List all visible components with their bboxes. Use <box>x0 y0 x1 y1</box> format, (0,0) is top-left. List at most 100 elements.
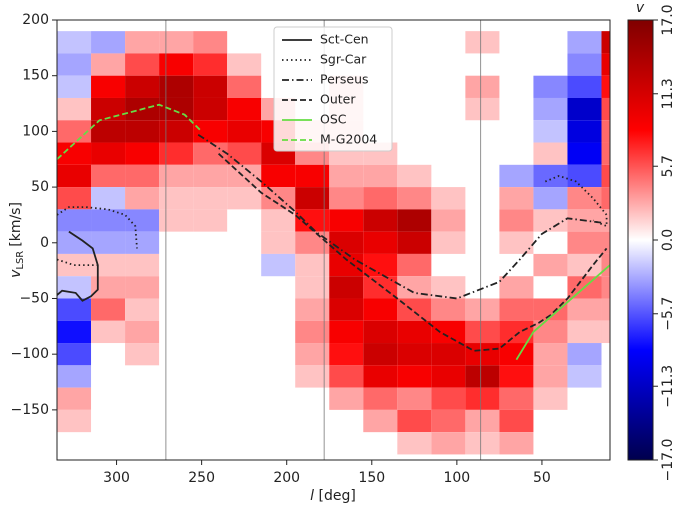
heat-cell <box>329 164 364 188</box>
heat-cell <box>397 164 432 188</box>
y-axis-label: vLSR [km/s] <box>8 202 26 278</box>
heat-cell <box>499 409 534 433</box>
heat-cell <box>465 365 500 388</box>
heat-cell <box>397 387 432 410</box>
heat-cell <box>431 320 466 344</box>
x-tick-label: 50 <box>533 470 551 486</box>
heat-cell <box>465 75 500 98</box>
heat-cell <box>227 75 262 98</box>
heat-cell <box>193 209 228 232</box>
heat-cell <box>125 75 160 98</box>
heat-cell <box>363 409 398 433</box>
heat-cell <box>601 320 610 344</box>
heat-cell <box>499 432 534 455</box>
heat-cell <box>125 298 160 321</box>
heat-cell <box>91 31 126 54</box>
heat-cell <box>91 187 126 210</box>
heat-cell <box>567 97 602 121</box>
heat-cell <box>431 387 466 410</box>
heat-cell <box>499 320 534 344</box>
legend-label: OSC <box>320 112 347 127</box>
heat-cell <box>329 320 364 344</box>
heat-cell <box>567 320 602 344</box>
heat-cell <box>601 120 610 143</box>
heat-cell <box>227 120 262 143</box>
heat-cell <box>57 75 92 98</box>
arm-lines <box>57 20 610 460</box>
heat-cell <box>295 276 330 299</box>
heat-cell <box>91 253 126 277</box>
heat-cell <box>397 409 432 433</box>
heat-cell <box>91 298 126 321</box>
legend-label: M-G2004 <box>320 132 377 147</box>
heat-cell <box>431 231 466 254</box>
heat-cell <box>397 209 432 232</box>
heat-cell <box>125 343 160 366</box>
heat-cell <box>363 187 398 210</box>
colorbar <box>627 19 654 461</box>
heat-cell <box>499 298 534 321</box>
heat-cell <box>57 298 92 321</box>
heat-cell <box>363 320 398 344</box>
heat-cell <box>91 164 126 188</box>
heat-cell <box>431 209 466 232</box>
heat-cell <box>91 320 126 344</box>
heat-cell <box>295 253 330 277</box>
heat-cell <box>533 365 568 388</box>
x-tick-label: 200 <box>273 470 300 486</box>
heat-cell <box>533 75 568 98</box>
plot-frame <box>56 19 611 461</box>
heat-cell <box>57 187 92 210</box>
heat-cell <box>567 298 602 321</box>
heat-cell <box>159 31 194 54</box>
series-line <box>57 230 99 302</box>
heat-cell <box>295 164 330 188</box>
heat-cell <box>533 97 568 121</box>
heat-cell <box>329 231 364 254</box>
heat-cell <box>125 209 160 232</box>
heat-cell <box>57 142 92 165</box>
heat-cell <box>159 142 194 165</box>
heat-cell <box>159 53 194 76</box>
colorbar-tick-label: −11.3 <box>660 365 676 408</box>
x-tick-label: 100 <box>443 470 470 486</box>
y-tick-label: −100 <box>11 346 49 362</box>
x-tick-label: 150 <box>358 470 385 486</box>
heat-cell <box>159 164 194 188</box>
heat-cell <box>193 142 228 165</box>
x-label-symbol: l <box>310 488 314 504</box>
heat-cell <box>125 320 160 344</box>
heat-cell <box>295 343 330 366</box>
heat-cell <box>125 253 160 277</box>
heat-cell <box>193 187 228 210</box>
x-tick-label: 300 <box>103 470 130 486</box>
colorbar-tick-label: −5.7 <box>660 297 676 331</box>
heat-cell <box>465 320 500 344</box>
heat-cell <box>465 97 500 121</box>
heat-cell <box>159 120 194 143</box>
colorbar-label: v <box>636 0 645 16</box>
heat-cell <box>397 320 432 344</box>
heat-cell <box>57 31 92 54</box>
heat-cell <box>295 187 330 210</box>
heat-cell <box>295 231 330 254</box>
heat-cell <box>465 298 500 321</box>
heat-cell <box>499 187 534 210</box>
heat-cell <box>601 53 610 76</box>
y-tick-label: 50 <box>31 179 49 195</box>
heat-cell <box>159 97 194 121</box>
heat-cell <box>227 187 262 210</box>
heat-cell <box>329 387 364 410</box>
heat-cell <box>159 187 194 210</box>
heat-cell <box>601 164 610 188</box>
heat-cell <box>533 120 568 143</box>
heat-cell <box>193 97 228 121</box>
y-tick-label: 100 <box>22 123 49 139</box>
heat-cell <box>363 298 398 321</box>
heat-cell <box>91 120 126 143</box>
legend-label: Perseus <box>320 72 369 87</box>
heat-cell <box>159 209 194 232</box>
y-tick-label: 0 <box>40 235 49 251</box>
heat-cell <box>57 409 92 433</box>
